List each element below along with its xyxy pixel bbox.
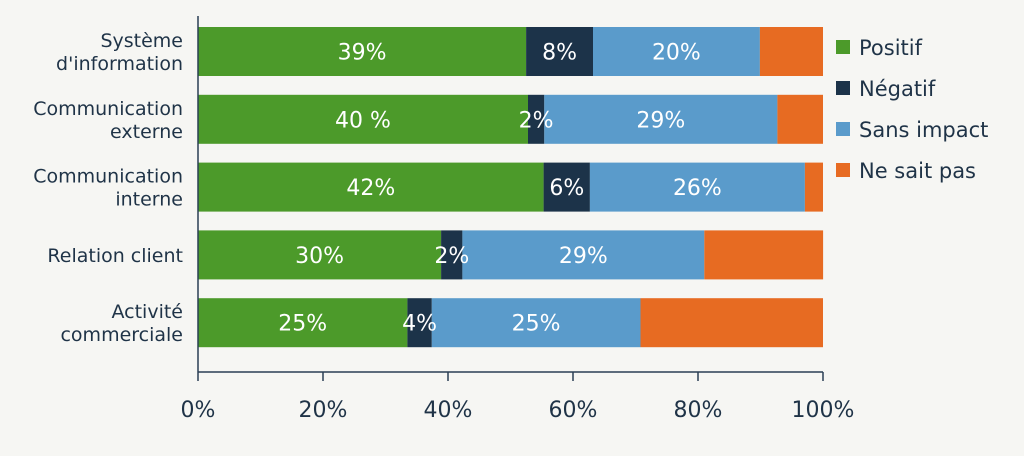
bar-4-row-5 <box>640 298 823 348</box>
category-labels-group: Systèmed'informationCommunicationexterne… <box>33 30 183 346</box>
bar-value-label: 4% <box>402 312 437 337</box>
bar-4-row-2 <box>777 94 823 144</box>
bar-1-row-3 <box>198 162 544 212</box>
legend-label: Ne sait pas <box>859 159 976 183</box>
bar-value-label: 6% <box>549 176 584 201</box>
bar-value-label: 2% <box>519 108 554 133</box>
bar-3-row-5 <box>431 298 641 348</box>
legend-label: Sans impact <box>859 118 988 142</box>
legend-label: Négatif <box>859 77 936 101</box>
legend: Positif Négatif Sans impact Ne sait pas <box>836 36 988 183</box>
x-tick-label: 100% <box>792 398 855 423</box>
bar-value-label: 8% <box>542 41 577 66</box>
x-tick-label: 80% <box>674 398 723 423</box>
bar-value-label: 2% <box>434 244 469 269</box>
bar-2-row-5 <box>407 298 432 348</box>
category-label: Communication <box>33 98 183 120</box>
bar-2-row-2 <box>528 94 545 144</box>
x-tick-label: 60% <box>549 398 598 423</box>
bar-value-label: 25% <box>512 312 561 337</box>
x-tick-label: 0% <box>181 398 216 423</box>
category-label: Communication <box>33 166 183 188</box>
category-label: Activité <box>111 301 183 323</box>
bar-3-row-1 <box>593 27 760 76</box>
bar-2-row-1 <box>526 27 593 76</box>
bar-value-label: 25% <box>278 312 327 337</box>
x-tick-label: 20% <box>299 398 348 423</box>
bars-group <box>198 27 824 348</box>
bar-value-label: 30% <box>295 244 344 269</box>
bar-labels-group: 39% 8% 20% 40 % 2% 29% 42% 6% 26% 30% 2% 29% 25% 4% 25… <box>278 41 722 337</box>
bar-1-row-1 <box>198 27 527 76</box>
legend-label: Positif <box>859 36 923 60</box>
category-label: Relation client <box>47 245 183 267</box>
bar-value-label: 39% <box>338 41 387 66</box>
bar-3-row-3 <box>589 162 805 212</box>
bar-2-row-3 <box>543 162 590 212</box>
bar-4-row-3 <box>804 162 823 212</box>
bar-value-label: 26% <box>673 176 722 201</box>
x-tick-label: 40% <box>424 398 473 423</box>
legend-swatch <box>836 122 850 136</box>
category-label: commerciale <box>60 324 183 346</box>
category-label: interne <box>115 189 183 211</box>
axes-group: 0% 20% 40% 60% 80% 100% <box>181 16 855 423</box>
bar-1-row-5 <box>198 298 408 348</box>
bar-3-row-4 <box>462 230 705 280</box>
bar-1-row-2 <box>198 94 528 144</box>
legend-swatch <box>836 163 850 177</box>
bar-value-label: 29% <box>636 108 685 133</box>
bar-value-label: 20% <box>652 41 701 66</box>
category-label: Système <box>100 30 183 52</box>
bar-1-row-4 <box>198 230 442 280</box>
bar-value-label: 40 % <box>335 108 391 133</box>
legend-swatch <box>836 81 850 95</box>
category-label: d'information <box>56 53 183 75</box>
bar-value-label: 42% <box>346 176 395 201</box>
bar-2-row-4 <box>441 230 463 280</box>
bar-value-label: 29% <box>559 244 608 269</box>
bar-3-row-2 <box>544 94 778 144</box>
legend-swatch <box>836 40 850 54</box>
category-label: externe <box>110 121 183 143</box>
bar-4-row-4 <box>704 230 824 280</box>
bar-4-row-1 <box>759 27 823 76</box>
